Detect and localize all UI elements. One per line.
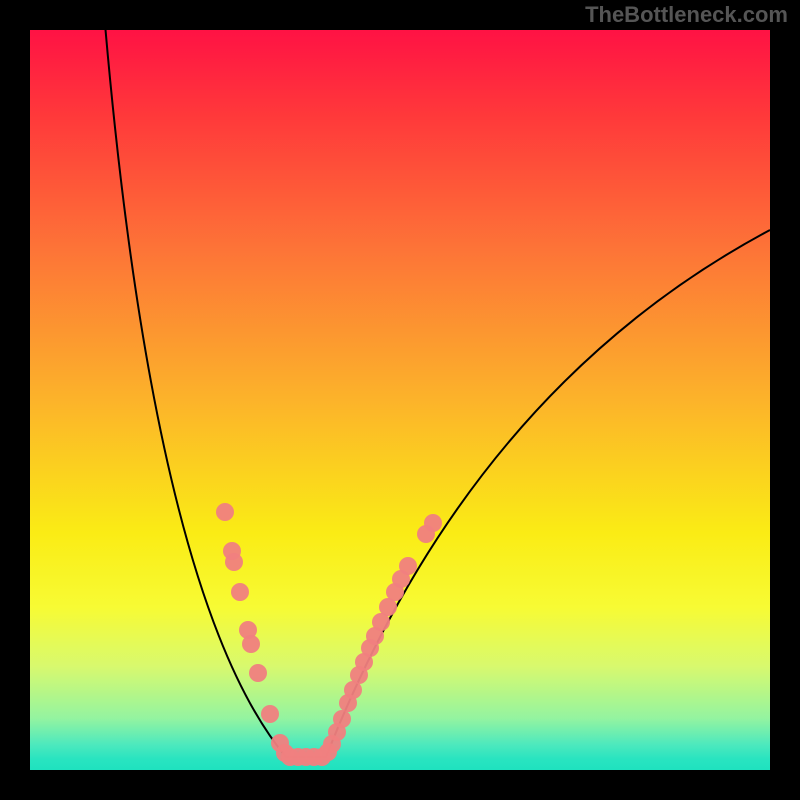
data-marker xyxy=(261,705,279,723)
plot-background xyxy=(30,30,770,770)
data-marker xyxy=(424,514,442,532)
data-marker xyxy=(242,635,260,653)
bottleneck-curve-chart xyxy=(0,0,800,800)
data-marker xyxy=(249,664,267,682)
data-marker xyxy=(225,553,243,571)
watermark-text: TheBottleneck.com xyxy=(585,2,788,28)
data-marker xyxy=(231,583,249,601)
data-marker xyxy=(216,503,234,521)
data-marker xyxy=(333,710,351,728)
data-marker xyxy=(399,557,417,575)
chart-container: TheBottleneck.com xyxy=(0,0,800,800)
